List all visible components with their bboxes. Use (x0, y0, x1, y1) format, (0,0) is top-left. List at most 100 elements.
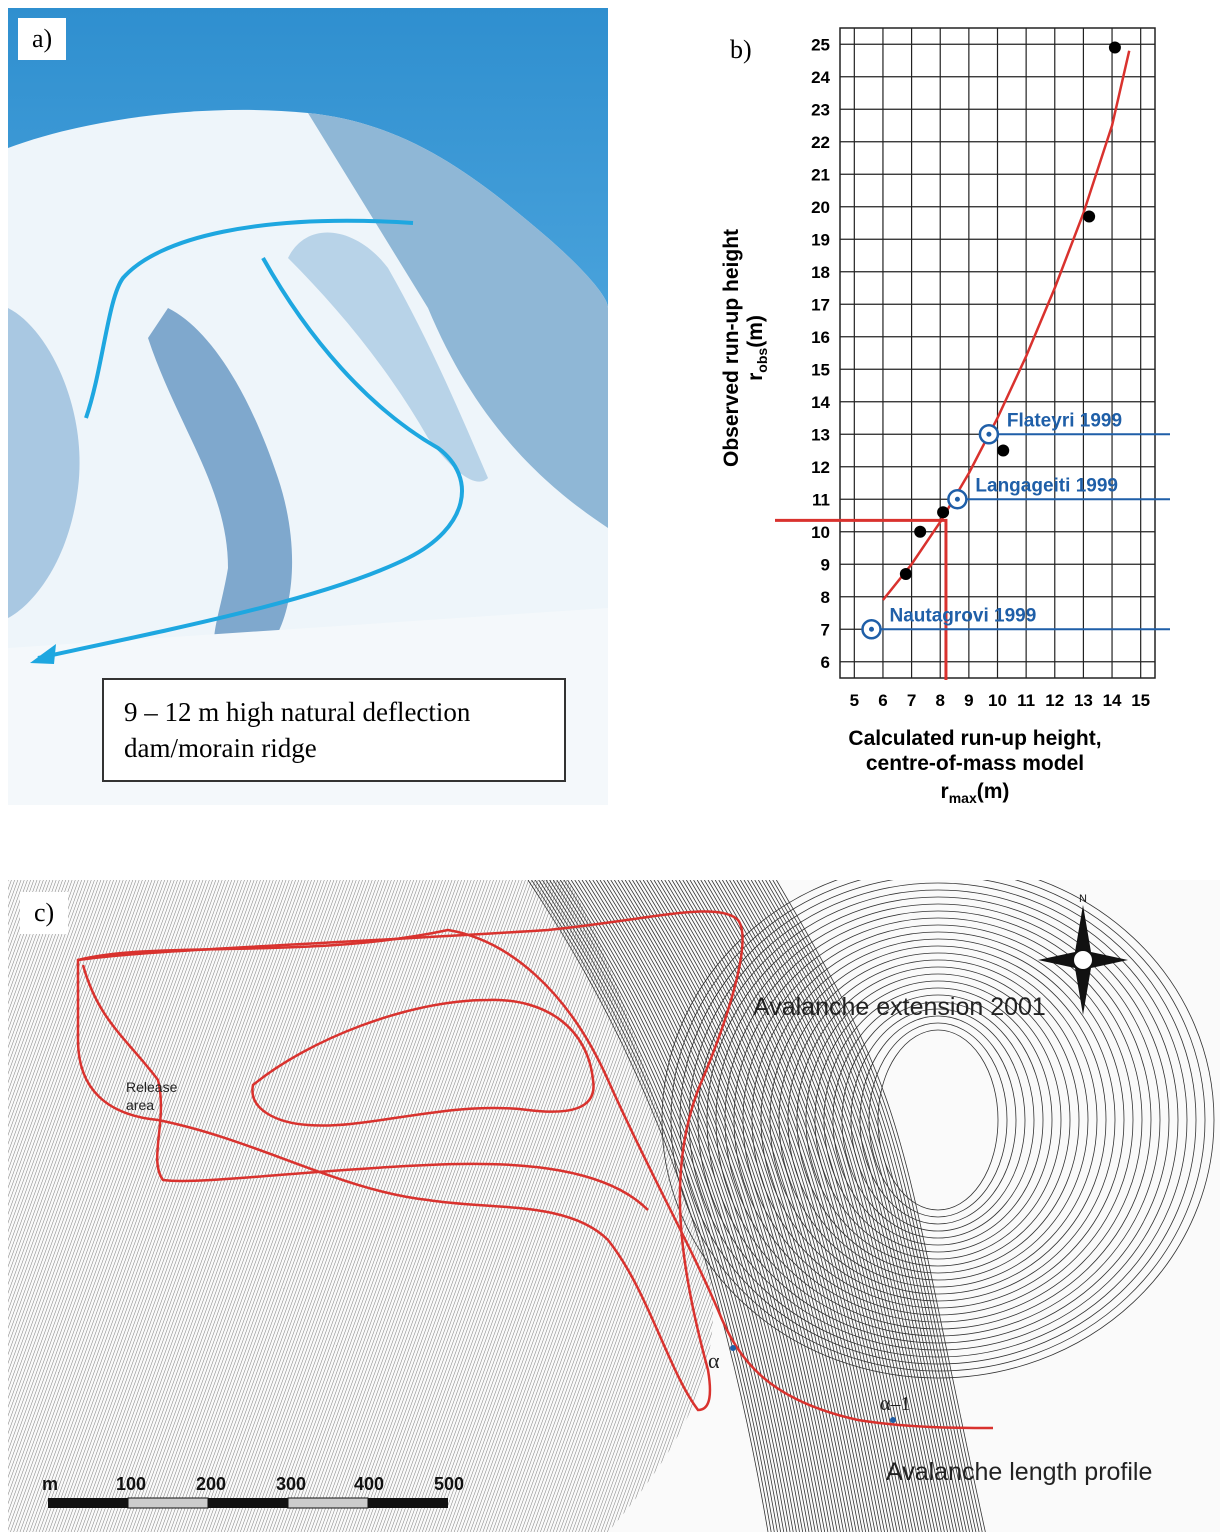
contour-line (768, 880, 980, 1532)
y-tick-label: 20 (811, 198, 830, 217)
x-axis-label-line1: Calculated run-up height, (848, 727, 1101, 750)
y-tick-label: 7 (821, 620, 830, 639)
contour-line (732, 880, 948, 1532)
release-label-line2: area (126, 1097, 154, 1113)
contour-line (714, 880, 933, 1532)
y-tick-label: 10 (811, 523, 830, 542)
contour-ring (868, 1022, 1008, 1218)
y-tick-label: 23 (811, 100, 830, 119)
contour-line (624, 880, 854, 1532)
y-tick-label: 6 (821, 653, 830, 672)
x-tick-label: 6 (878, 691, 887, 710)
contour-ring (724, 910, 1152, 1330)
alpha-minus-point-icon (890, 1417, 896, 1423)
flow-arrow-upper (84, 218, 414, 419)
y-tick-label: 22 (811, 133, 830, 152)
release-label-line1: Release (126, 1079, 178, 1095)
contour-line (578, 880, 813, 1532)
contour-line (567, 880, 804, 1532)
contour-ring (661, 880, 1215, 1379)
data-points (899, 41, 1121, 580)
contour-line (765, 880, 977, 1532)
named-point-center (869, 626, 874, 632)
contour-line (549, 880, 788, 1532)
contour-ring (805, 973, 1071, 1267)
contour-ring (787, 959, 1089, 1281)
alpha-label: α (708, 1348, 720, 1373)
photo-caption-line2: dam/morain ridge (124, 733, 317, 763)
data-point (937, 506, 950, 519)
panel-b-label: b) (730, 35, 752, 64)
data-point (899, 568, 912, 580)
x-tick-label: 11 (1017, 691, 1035, 710)
y-tick-label: 11 (812, 490, 830, 509)
contour-ring (850, 1008, 1026, 1232)
contour-line (660, 880, 885, 1532)
contour-line (686, 880, 907, 1532)
contour-ring (715, 903, 1161, 1337)
contour-line (585, 880, 819, 1532)
contour-line (639, 880, 867, 1532)
contour-ring (670, 880, 1206, 1372)
named-point-label: Flateyri 1999 (1007, 410, 1122, 431)
contour-ring (706, 896, 1170, 1344)
x-tick-label: 12 (1045, 691, 1064, 710)
contour-ring (697, 889, 1179, 1351)
data-point (1108, 41, 1121, 54)
contour-line (761, 880, 974, 1532)
contour-line (650, 880, 876, 1532)
contour-ring (859, 1015, 1017, 1225)
reference-lines (775, 518, 948, 680)
contour-line (606, 880, 838, 1532)
scale-tick-300: 300 (276, 1474, 306, 1494)
release-area-outline (77, 928, 994, 1430)
contour-line (682, 880, 904, 1532)
extension-label: Avalanche extension 2001 (753, 993, 1046, 1021)
contour-line (758, 880, 970, 1532)
contour-line (750, 880, 964, 1532)
named-point-center (986, 431, 992, 437)
y-tick-label: 14 (811, 393, 830, 412)
contour-ring (823, 987, 1053, 1253)
contour-line (610, 880, 841, 1532)
contour-line (628, 880, 857, 1532)
contour-ring (742, 924, 1134, 1316)
x-tick-label: 13 (1074, 691, 1093, 710)
contour-line (704, 880, 923, 1532)
data-point (914, 525, 927, 538)
contour-line (747, 880, 961, 1532)
photo-panel-a: a) 9 – 12 m high natural deflection dam/… (8, 8, 608, 805)
inner-flow-outline (251, 998, 595, 1127)
y-tick-label: 18 (811, 263, 830, 282)
contour-line (545, 880, 785, 1532)
data-point (1083, 210, 1096, 223)
y-tick-label: 21 (811, 165, 830, 184)
contour-line (617, 880, 848, 1532)
y-tick-label: 24 (811, 68, 830, 87)
release-zone-outline (81, 964, 649, 1211)
flow-arrow-main (37, 257, 464, 660)
compass-icon: N (1038, 893, 1128, 1015)
contour-ring (769, 945, 1107, 1295)
contour-ring (832, 994, 1044, 1246)
data-point (997, 444, 1010, 457)
fit-curve-line (881, 50, 1131, 601)
contour-ring (760, 938, 1116, 1302)
fit-curve (881, 50, 1131, 601)
chart-grid (839, 27, 1156, 679)
contour-line (527, 880, 769, 1532)
panel-a-label: a) (18, 18, 67, 60)
contour-line (740, 880, 955, 1532)
contour-line (646, 880, 873, 1532)
contour-line (603, 880, 835, 1532)
x-tick-label: 9 (964, 691, 973, 710)
y-tick-label: 12 (811, 458, 830, 477)
y-tick-label: 15 (811, 360, 830, 379)
y-tick-label: 16 (811, 328, 830, 347)
contour-line (772, 880, 983, 1532)
named-point-label: Langageiti 1999 (975, 475, 1118, 496)
named-points: Flateyri 1999 Langageiti 1999 Nautagrovi 1… (861, 410, 1170, 640)
y-tick-label: 8 (821, 588, 830, 607)
profile-label: Avalanche length profile (886, 1458, 1152, 1486)
contour-line (534, 880, 775, 1532)
